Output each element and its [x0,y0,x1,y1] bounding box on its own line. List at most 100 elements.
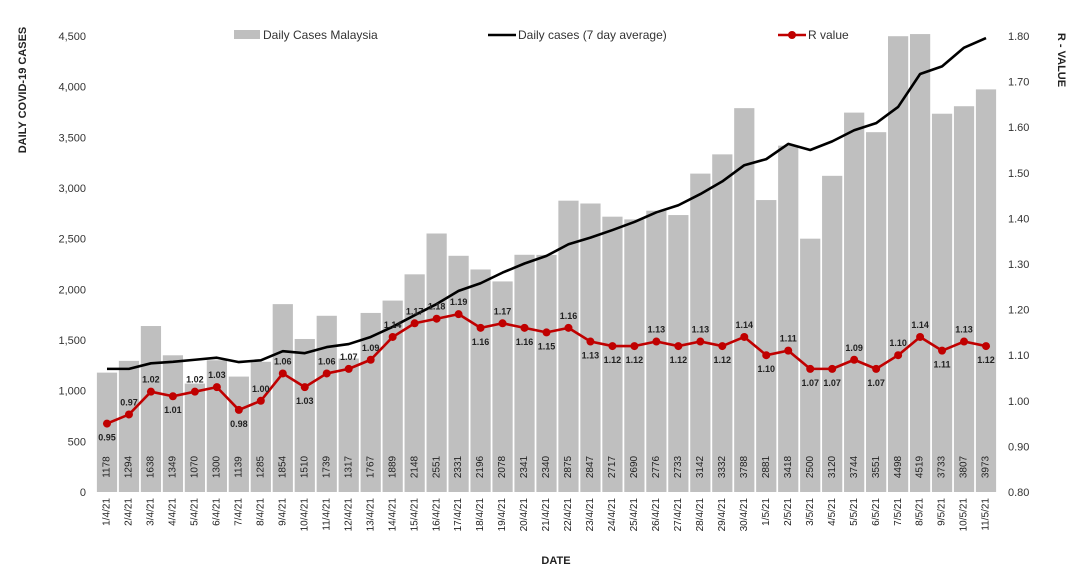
bar-11 [338,358,359,492]
r-value-label-19: 1.16 [516,337,534,347]
r-value-point-28 [718,342,727,351]
bar-value-label-12: 1767 [365,455,376,478]
bar-39 [953,106,975,492]
r-value-label-26: 1.12 [670,355,688,365]
bar-28 [712,154,733,493]
r-value-label-40: 1.12 [977,355,995,365]
x-tick-label-23: 24/4/21 [607,498,618,532]
r-value-label-31: 1.11 [780,334,797,344]
bar-value-label-30: 2881 [761,455,772,478]
bar-value-label-7: 1285 [255,455,266,478]
r-value-point-12 [366,355,375,364]
left-axis-title: DAILY COVID-19 CASES [17,27,29,154]
r-value-point-35 [872,364,881,373]
bar-value-label-24: 2690 [629,455,640,478]
r-value-point-4 [190,387,199,396]
bar-36 [888,36,909,492]
bar-value-label-23: 2717 [607,455,618,478]
r-value-point-30 [762,351,771,360]
bar-value-label-13: 1889 [387,455,398,478]
bar-value-label-11: 1317 [343,455,354,478]
r-value-label-2: 1.02 [142,375,160,385]
r-value-label-13: 1.14 [384,320,402,330]
r-value-point-39 [960,337,969,346]
x-tick-label-14: 15/4/21 [409,498,420,532]
r-value-label-38: 1.11 [934,360,951,370]
x-tick-label-33: 4/5/21 [827,498,838,526]
bar-21 [558,200,579,493]
bar-31 [778,145,799,492]
right-axis-ticks: 0.80 0.90 1.00 1.10 1.20 1.30 1.40 1.50 1.60 1.70… [1008,31,1029,499]
bar-value-label-9: 1510 [299,455,310,478]
right-tick-label-4: 1.20 [1008,305,1029,317]
x-tick-label-36: 7/5/21 [893,498,904,526]
r-value-point-31 [784,346,793,355]
x-tick-label-0: 1/4/21 [102,498,113,526]
r-value-series [102,310,991,428]
bar-1 [118,360,140,492]
x-tick-label-5: 6/4/21 [212,498,223,526]
bar-value-label-39: 3807 [959,455,970,478]
left-tick-label-4: 2,000 [58,284,86,296]
x-tick-label-32: 3/5/21 [805,498,816,526]
r-value-point-16 [454,310,463,319]
bar-value-label-0: 1178 [102,456,113,478]
bar-value-label-15: 2551 [431,455,442,478]
r-value-point-17 [476,323,485,332]
right-tick-label-0: 0.80 [1008,487,1029,499]
bar-19 [514,254,535,492]
r-value-label-21: 1.16 [560,311,578,321]
bar-value-label-25: 2776 [651,455,662,478]
bar-40 [975,89,997,493]
r-value-point-13 [388,332,397,341]
x-tick-label-38: 9/5/21 [937,498,948,526]
x-tick-label-9: 10/4/21 [299,498,310,532]
r-value-point-20 [542,328,551,337]
x-tick-label-22: 23/4/21 [585,498,596,532]
x-tick-label-31: 2/5/21 [783,498,794,526]
bar-15 [426,233,447,492]
x-tick-label-17: 18/4/21 [475,498,486,532]
bar-37 [909,34,931,492]
bar-18 [492,281,513,492]
r-value-label-14: 1.17 [406,306,424,316]
x-tick-label-21: 22/4/21 [563,498,574,532]
legend-bar-label: Daily Cases Malaysia [263,28,378,42]
x-tick-label-7: 8/4/21 [255,498,266,526]
r-value-point-8 [278,369,287,378]
x-tick-label-3: 4/4/21 [168,498,179,526]
r-value-label-25: 1.13 [648,325,666,335]
x-tick-label-35: 6/5/21 [871,498,882,526]
r-value-point-21 [564,323,573,332]
bar-20 [536,254,557,492]
r-value-point-5 [212,383,221,392]
bar-value-label-34: 3744 [849,455,860,478]
right-axis-title: R - VALUE [1055,33,1067,87]
bar-2 [140,326,162,492]
r-value-point-24 [630,342,639,351]
left-tick-label-9: 4,500 [58,31,86,43]
x-tick-label-15: 16/4/21 [431,498,442,532]
x-tick-label-4: 5/4/21 [190,498,201,526]
bar-value-label-26: 2733 [673,455,684,478]
r-value-point-14 [410,319,419,328]
left-tick-label-6: 3,000 [58,183,86,195]
r-value-point-3 [168,392,177,401]
r-value-label-22: 1.13 [582,351,600,361]
x-tick-label-27: 28/4/21 [695,498,706,532]
r-value-label-7: 1.00 [252,384,270,394]
x-tick-label-8: 9/4/21 [277,498,288,526]
r-value-label-16: 1.19 [450,297,468,307]
bar-value-label-20: 2340 [541,455,552,478]
r-value-point-32 [806,364,815,373]
bar-9 [294,338,315,492]
x-tick-label-1: 2/4/21 [124,498,135,526]
left-tick-label-1: 500 [68,436,86,448]
r-value-point-40 [982,342,991,351]
bar-12 [360,312,381,492]
left-tick-label-3: 1,500 [58,335,86,347]
r-value-label-6: 0.98 [230,419,248,429]
r-value-point-23 [608,342,617,351]
bar-27 [690,173,711,493]
bar-value-label-35: 3551 [871,455,882,478]
